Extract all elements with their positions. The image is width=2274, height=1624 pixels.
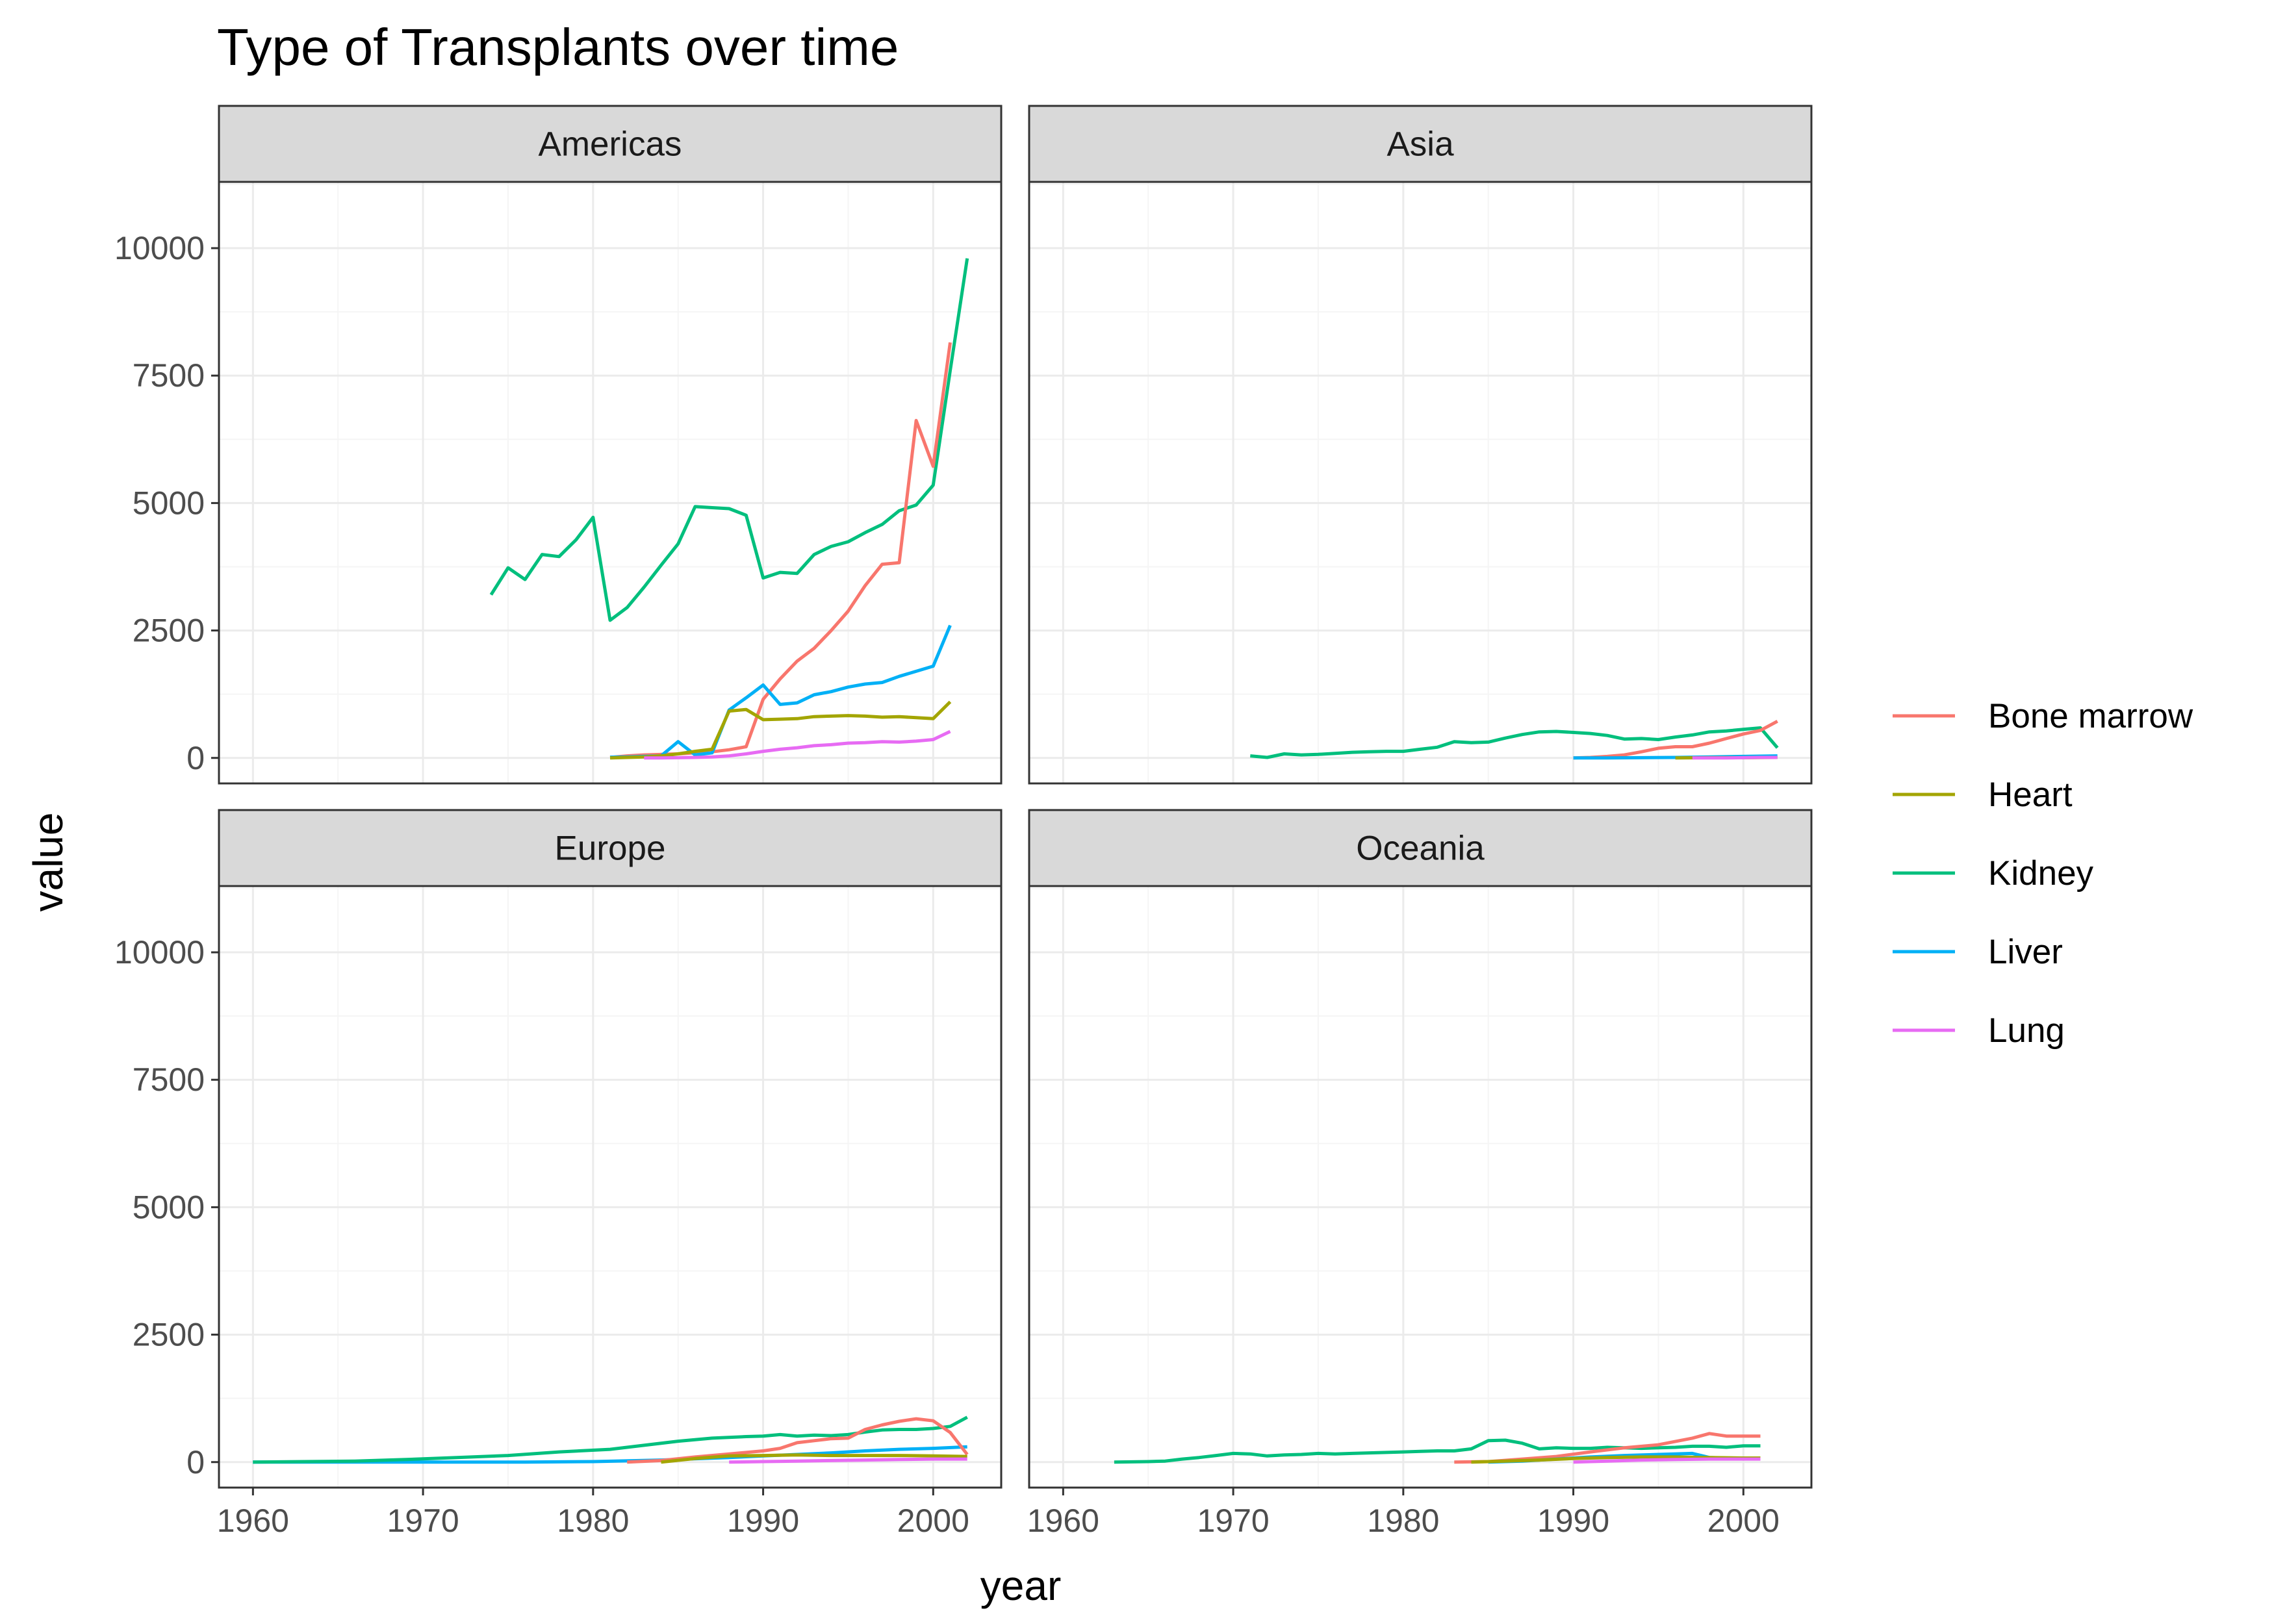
y-tick-label: 2500 bbox=[133, 1317, 205, 1353]
facet-strip bbox=[1028, 809, 1813, 887]
x-tick-label: 1990 bbox=[727, 1503, 799, 1539]
series-line-lung bbox=[1692, 755, 1778, 760]
panel-oceania: Oceania 1960 1970 1980 1990 2000 bbox=[1027, 809, 1813, 1539]
facet-strip bbox=[218, 105, 1003, 183]
x-tick-label: 2000 bbox=[1707, 1503, 1780, 1539]
legend-label: Liver bbox=[1988, 933, 2063, 971]
panel-asia: Asia bbox=[1028, 105, 1813, 785]
y-tick-label: 10000 bbox=[114, 934, 205, 971]
y-tick-label: 7500 bbox=[133, 1061, 205, 1098]
legend: Bone marrow Heart Kidney Liver Lung bbox=[1893, 697, 2193, 1050]
series-line-liver bbox=[609, 624, 952, 759]
legend-label: Heart bbox=[1988, 776, 2073, 814]
y-tick-label: 10000 bbox=[114, 230, 205, 266]
facet-label: Europe bbox=[555, 830, 666, 868]
series-line-lung bbox=[729, 1457, 967, 1464]
y-tick-label: 5000 bbox=[133, 1189, 205, 1225]
series-line-bone-marrow bbox=[627, 1417, 969, 1464]
series-line-kidney bbox=[1114, 1438, 1761, 1464]
y-tick-label: 0 bbox=[186, 1444, 205, 1480]
facet-label: Oceania bbox=[1356, 830, 1485, 868]
y-tick-label: 7500 bbox=[133, 357, 205, 394]
x-tick-label: 1980 bbox=[557, 1503, 629, 1539]
y-tick-label: 0 bbox=[186, 740, 205, 776]
legend-label: Lung bbox=[1988, 1011, 2065, 1050]
legend-label: Bone marrow bbox=[1988, 697, 2193, 735]
panel-europe: Europe 0 2500 5000 7500 10000 1960 1970 1980 1990… bbox=[114, 809, 1003, 1539]
series-line-heart bbox=[661, 1453, 967, 1464]
x-tick-label: 1970 bbox=[1197, 1503, 1269, 1539]
panel-border bbox=[218, 885, 1003, 1489]
series-line-kidney bbox=[489, 258, 969, 622]
facet-label: Americas bbox=[539, 125, 682, 164]
legend-item: Lung bbox=[1893, 1011, 2065, 1050]
legend-item: Liver bbox=[1893, 933, 2063, 971]
facet-strip bbox=[218, 809, 1003, 887]
x-tick-label: 1990 bbox=[1537, 1503, 1609, 1539]
legend-item: Heart bbox=[1893, 776, 2073, 814]
y-tick-label: 2500 bbox=[133, 613, 205, 649]
panel-americas: Americas 0 2500 5000 7500 10000 bbox=[114, 105, 1003, 785]
panel-border bbox=[1028, 885, 1813, 1489]
legend-item: Bone marrow bbox=[1893, 697, 2193, 735]
legend-item: Kidney bbox=[1893, 854, 2094, 893]
x-tick-label: 1960 bbox=[1027, 1503, 1099, 1539]
x-tick-label: 1970 bbox=[387, 1503, 459, 1539]
series-line-bone-marrow bbox=[609, 342, 952, 759]
series-line-bone-marrow bbox=[1573, 720, 1778, 760]
series-line-heart bbox=[609, 700, 952, 760]
series-line-kidney bbox=[253, 1415, 968, 1464]
series-line-lung bbox=[644, 730, 951, 760]
x-axis-title: year bbox=[980, 1562, 1062, 1609]
y-tick-label: 5000 bbox=[133, 485, 205, 521]
legend-label: Kidney bbox=[1988, 854, 2094, 893]
x-tick-label: 1960 bbox=[217, 1503, 289, 1539]
facet-strip bbox=[1028, 105, 1813, 183]
chart-title: Type of Transplants over time bbox=[217, 18, 899, 76]
facet-label: Asia bbox=[1386, 125, 1454, 164]
y-axis-title: value bbox=[25, 813, 71, 912]
x-tick-label: 1980 bbox=[1367, 1503, 1439, 1539]
panel-border bbox=[218, 181, 1003, 785]
series-line-lung bbox=[1573, 1457, 1761, 1464]
x-tick-label: 2000 bbox=[897, 1503, 969, 1539]
series-line-kidney bbox=[1250, 726, 1779, 759]
panel-border bbox=[1028, 181, 1813, 785]
